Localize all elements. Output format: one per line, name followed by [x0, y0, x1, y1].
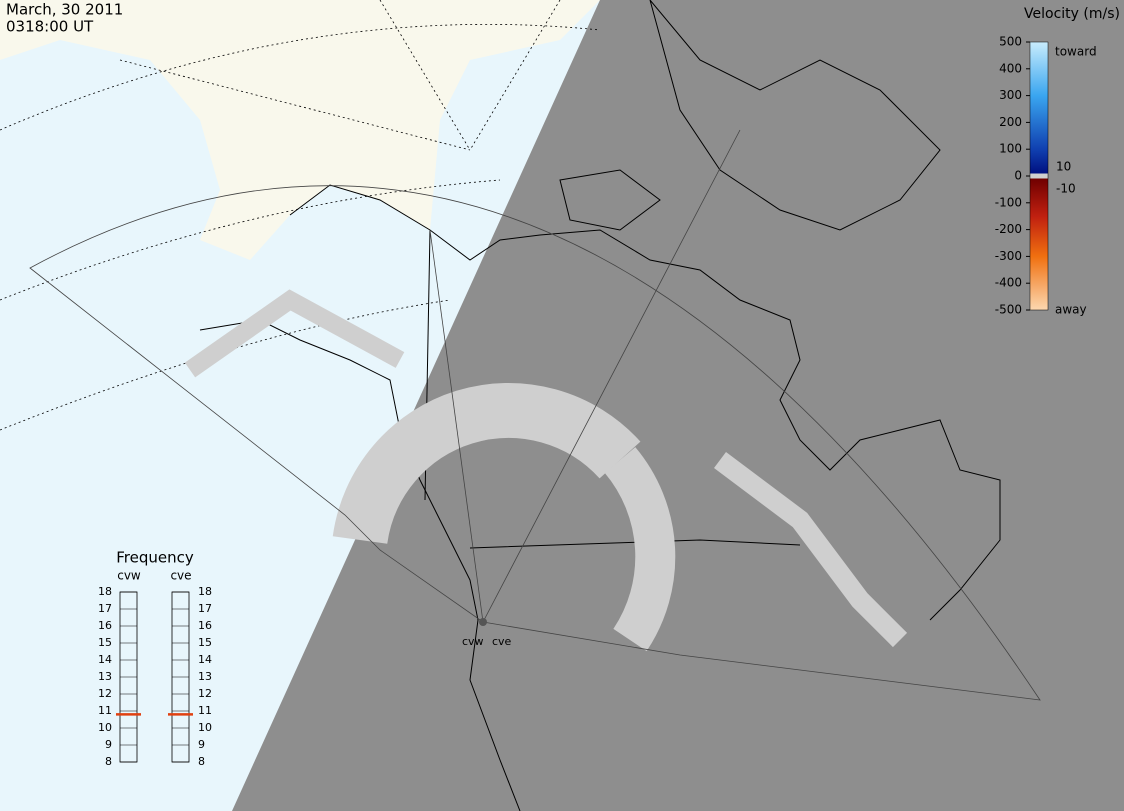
frequency-tick-label: 9	[105, 738, 112, 751]
colorbar-near-zero-label: -10	[1056, 182, 1076, 196]
frequency-tick-label: 11	[98, 704, 112, 717]
frequency-tick-label: 15	[98, 636, 112, 649]
frequency-tick-label: 9	[198, 738, 205, 751]
radar-label: cve	[492, 635, 512, 648]
colorbar-tick-label: -300	[995, 249, 1022, 263]
frequency-tick-label: 14	[98, 653, 112, 666]
radar-name: cvw	[117, 569, 141, 583]
colorbar-near-zero-label: 10	[1056, 160, 1071, 174]
colorbar-tick-label: -100	[995, 195, 1022, 209]
frequency-tick-label: 13	[198, 670, 212, 683]
frequency-tick-label: 11	[198, 704, 212, 717]
radar-name: cve	[170, 569, 191, 583]
colorbar-tick-label: 400	[999, 61, 1022, 75]
frequency-panel: Frequency	[116, 549, 194, 567]
daylight-shade	[232, 0, 1124, 811]
frequency-tick-label: 14	[198, 653, 212, 666]
radar-label: cvw	[462, 635, 484, 648]
frequency-tick-label: 13	[98, 670, 112, 683]
frequency-tick-label: 18	[198, 585, 212, 598]
colorbar-tick-label: 100	[999, 142, 1022, 156]
frequency-tick-label: 8	[198, 755, 205, 768]
frequency-tick-label: 15	[198, 636, 212, 649]
colorbar	[1029, 41, 1049, 311]
colorbar-away: away	[1055, 303, 1087, 317]
frequency-tick-label: 17	[198, 602, 212, 615]
date: March, 30 2011	[6, 1, 123, 19]
frequency-tick-label: 18	[98, 585, 112, 598]
colorbar-toward: toward	[1055, 45, 1097, 59]
colorbar-tick-label: 300	[999, 88, 1022, 102]
fan-divider	[429, 129, 741, 623]
frequency-tick-label: 8	[105, 755, 112, 768]
land	[0, 0, 600, 260]
colorbar-tick-label: -400	[995, 276, 1022, 290]
frequency-tick-label: 17	[98, 602, 112, 615]
frequency-tick-label: 10	[98, 721, 112, 734]
time: 0318:00 UT	[6, 18, 94, 36]
colorbar-tick-label: 0	[1014, 169, 1022, 183]
ground-scatter	[184, 289, 908, 652]
colorbar-tick-label: -500	[995, 303, 1022, 317]
frequency-title: Frequency	[116, 549, 194, 567]
frequency-tick-label: 16	[198, 619, 212, 632]
radar-site	[479, 618, 487, 626]
frequency-tick-label: 12	[98, 687, 112, 700]
frequency-tick-label: 10	[198, 721, 212, 734]
frequency-tick-label: 16	[98, 619, 112, 632]
fan-outline	[29, 185, 1041, 701]
colorbar-tick-label: 200	[999, 115, 1022, 129]
frequency-tick-label: 12	[198, 687, 212, 700]
colorbar-title: Velocity (m/s)	[1024, 6, 1120, 22]
colorbar-tick-label: 500	[999, 35, 1022, 49]
colorbar-tick-label: -200	[995, 222, 1022, 236]
